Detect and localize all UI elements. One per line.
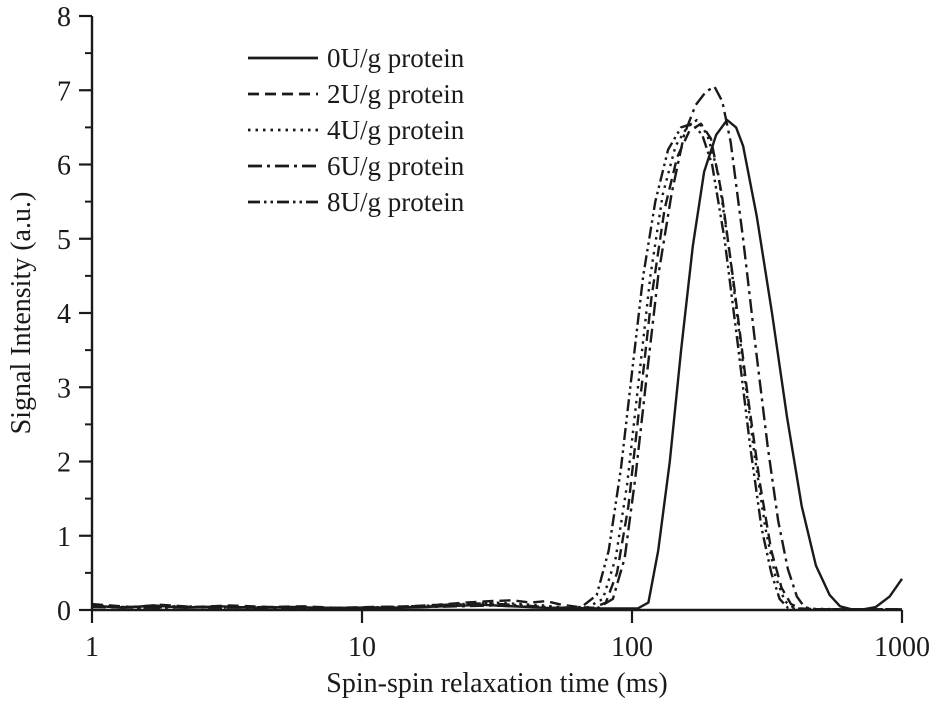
legend-item: 4U/g protein bbox=[248, 115, 465, 145]
y-tick-label: 4 bbox=[57, 299, 71, 330]
legend-item: 8U/g protein bbox=[248, 187, 465, 217]
series-line-dashdot bbox=[91, 85, 902, 611]
legend-label: 6U/g protein bbox=[327, 151, 465, 181]
y-tick-label: 3 bbox=[57, 373, 71, 404]
legend-label: 0U/g protein bbox=[327, 43, 465, 73]
y-tick-label: 8 bbox=[57, 2, 71, 33]
x-tick-label: 10 bbox=[348, 632, 376, 663]
y-tick-label: 6 bbox=[57, 151, 71, 182]
y-tick-label: 1 bbox=[57, 522, 71, 553]
axis-spine bbox=[90, 16, 902, 612]
x-axis-title: Spin-spin relaxation time (ms) bbox=[326, 668, 667, 699]
x-tick-label: 100 bbox=[611, 632, 653, 663]
y-axis-title: Signal Intensity (a.u.) bbox=[6, 192, 37, 435]
x-tick-label: 1 bbox=[85, 632, 99, 663]
series-line-solid bbox=[91, 118, 903, 611]
series-line-dotted bbox=[91, 118, 902, 611]
y-tick-label: 5 bbox=[57, 225, 71, 256]
legend: 0U/g protein 2U/g protein 4U/g protein 6U/g… bbox=[248, 43, 465, 217]
y-tick-label: 2 bbox=[57, 448, 71, 479]
series-line-dashdotdot bbox=[91, 122, 902, 611]
x-tick-label: 1000 bbox=[874, 632, 930, 663]
legend-label: 4U/g protein bbox=[327, 115, 465, 145]
legend-item: 0U/g protein bbox=[248, 43, 465, 73]
legend-item: 6U/g protein bbox=[248, 151, 465, 181]
series-lines bbox=[91, 85, 903, 611]
legend-label: 2U/g protein bbox=[327, 79, 465, 109]
legend-item: 2U/g protein bbox=[248, 79, 465, 109]
y-tick-label: 0 bbox=[57, 596, 71, 627]
y-tick-label: 7 bbox=[57, 76, 71, 107]
legend-label: 8U/g protein bbox=[327, 187, 465, 217]
